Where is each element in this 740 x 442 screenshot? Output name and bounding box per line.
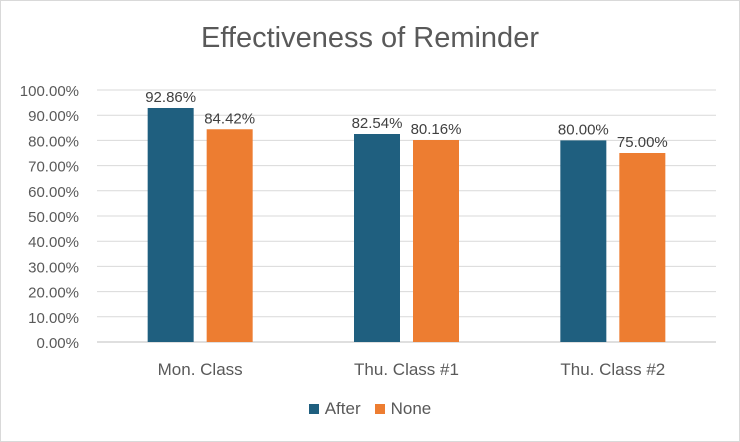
y-tick-label: 0.00% [36, 335, 79, 352]
legend-item-after: After [308, 399, 361, 419]
y-tick-label: 50.00% [28, 209, 79, 226]
bar-none-1 [206, 129, 253, 342]
bars [147, 107, 666, 342]
legend-swatch-after [308, 404, 319, 414]
data-label: 80.00% [558, 121, 609, 138]
y-tick-label: 20.00% [28, 285, 79, 302]
x-category-label: Mon. Class [158, 360, 243, 379]
y-tick-label: 90.00% [28, 108, 79, 125]
y-tick-label: 70.00% [28, 159, 79, 176]
y-tick-label: 30.00% [28, 259, 79, 276]
bar-none-2 [413, 139, 459, 342]
y-tick-label: 40.00% [28, 234, 79, 251]
data-label: 75.00% [617, 134, 668, 151]
x-category-label: Thu. Class #2 [560, 360, 665, 379]
data-label: 82.54% [352, 115, 403, 132]
data-labels: 92.86% 84.42% 82.54% 80.16% 80.00% 75.00% [145, 89, 668, 151]
data-label: 80.16% [411, 121, 462, 138]
y-axis-tick-labels: 0.00% 10.00% 20.00% 30.00% 40.00% 50.00% 60.00… [20, 83, 79, 352]
bar-after-1 [147, 107, 194, 342]
y-tick-label: 60.00% [28, 184, 79, 201]
legend: After None [0, 399, 740, 419]
chart-title: Effectiveness of Reminder [201, 22, 539, 54]
bar-after-3 [560, 140, 607, 342]
gridlines [97, 89, 716, 343]
bar-none-3 [619, 153, 666, 342]
y-tick-label: 80.00% [28, 133, 79, 150]
x-category-label: Thu. Class #1 [354, 360, 459, 379]
legend-item-none: None [374, 399, 432, 419]
x-axis-category-labels: Mon. Class Thu. Class #1 Thu. Class #2 [158, 360, 666, 379]
legend-label-after: After [324, 399, 361, 418]
data-label: 92.86% [145, 89, 196, 106]
bar-after-2 [354, 133, 400, 342]
legend-swatch-none [374, 404, 385, 414]
data-label: 84.42% [204, 110, 255, 127]
legend-label-none: None [390, 399, 432, 418]
y-tick-label: 100.00% [20, 83, 79, 100]
y-tick-label: 10.00% [28, 310, 79, 327]
